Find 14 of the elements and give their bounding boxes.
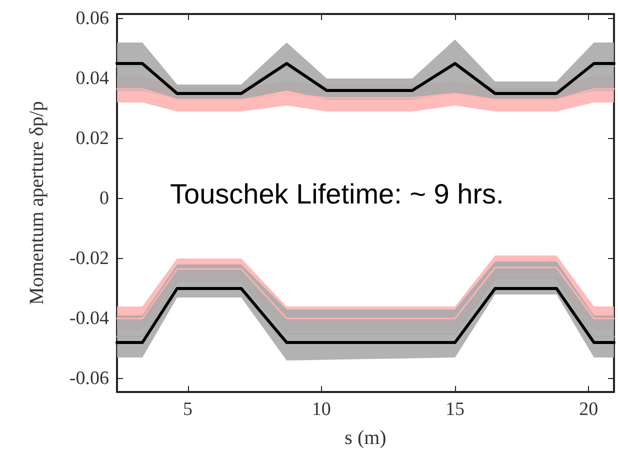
y-tick-label: -0.06 <box>69 368 109 389</box>
y-tick-label: 0.06 <box>76 8 109 29</box>
x-tick-label: 10 <box>312 399 331 420</box>
x-tick-label: 15 <box>446 399 465 420</box>
annotation: Touschek Lifetime: ~ 9 hrs. <box>170 178 504 210</box>
y-tick-label: 0.02 <box>76 128 109 149</box>
x-tick-label: 5 <box>183 399 193 420</box>
y-tick-label: 0 <box>100 188 109 209</box>
y-axis-title: Momentum aperture δp/p <box>26 101 48 305</box>
y-tick-label: -0.02 <box>69 248 109 269</box>
x-axis-title: s (m) <box>344 427 386 449</box>
x-tick-label: 20 <box>579 399 598 420</box>
y-tick-label: -0.04 <box>69 308 110 329</box>
y-tick-label: 0.04 <box>76 68 110 89</box>
